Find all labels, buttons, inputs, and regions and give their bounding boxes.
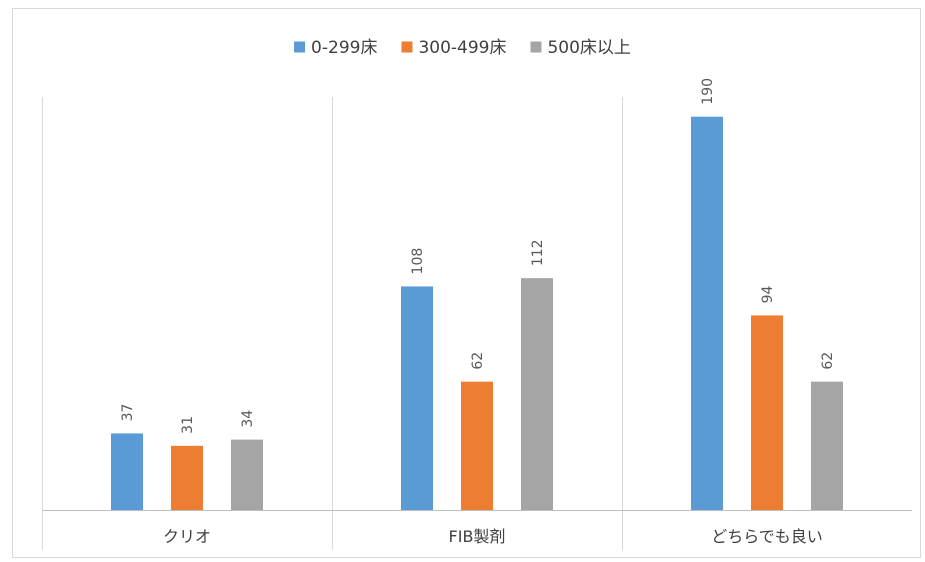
bar-3-series-2 (751, 315, 783, 510)
bar-1-series-2 (171, 445, 203, 510)
legend: 0-299床 300-499床 500床以上 (294, 38, 631, 58)
data-label: 37 (120, 404, 136, 422)
category-label: クリオ (163, 527, 211, 546)
bar-2-series-3 (521, 278, 553, 510)
data-label: 190 (700, 78, 716, 105)
legend-label: 0-299床 (311, 38, 377, 58)
bar-1-series-1 (111, 433, 143, 510)
category-separators (42, 97, 623, 550)
legend-swatch (530, 41, 542, 53)
legend-swatch (294, 41, 306, 53)
data-label: 112 (530, 239, 546, 266)
bar-3-series-1 (691, 116, 723, 510)
bars (111, 116, 843, 510)
bar-2-series-2 (461, 381, 493, 510)
data-label: 34 (240, 410, 256, 428)
data-label: 94 (760, 286, 776, 304)
category-label: どちらでも良い (711, 527, 823, 546)
data-label: 62 (820, 352, 836, 370)
legend-swatch (401, 41, 413, 53)
data-label: 62 (470, 352, 486, 370)
bar-2-series-1 (401, 286, 433, 510)
data-labels: 37 31 34 108 62 112 190 94 62 (120, 78, 836, 434)
data-label: 31 (180, 416, 196, 434)
bar-3-series-3 (811, 381, 843, 510)
bar-1-series-3 (231, 439, 263, 510)
legend-label: 300-499床 (418, 38, 506, 58)
data-label: 108 (410, 248, 426, 275)
legend-label: 500床以上 (547, 38, 630, 58)
category-label: FIB製剤 (449, 527, 506, 546)
category-labels: クリオ FIB製剤 どちらでも良い (163, 527, 823, 546)
